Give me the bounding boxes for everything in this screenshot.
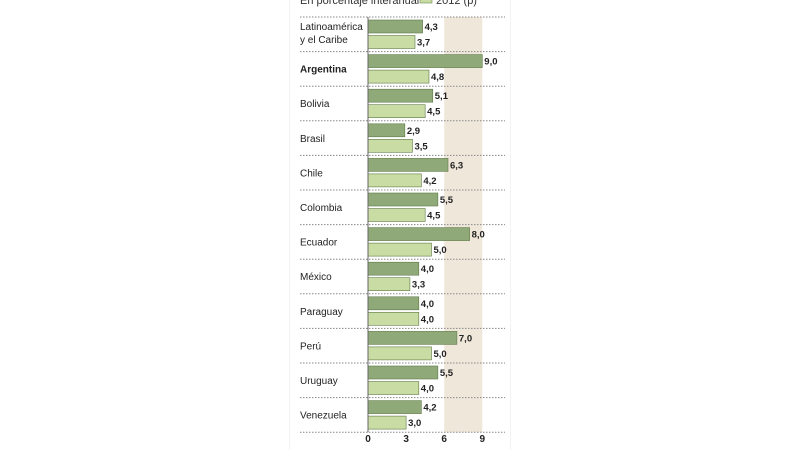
bar-dark [367,192,439,207]
category-label: Perú [300,341,321,352]
category-label: Uruguay [300,376,338,387]
x-tick-label: 9 [480,434,486,445]
bar-light [367,311,420,326]
value-label: 4,0 [421,384,434,395]
chart-panel: En porcentaje interanual 2012 (p) Latinoam… [290,0,510,450]
bar-dark [367,123,406,138]
value-label: 5,1 [435,91,449,102]
category-label: Venezuela [300,411,347,422]
legend-label: 2012 (p) [436,0,477,7]
value-label: 9,0 [484,57,497,68]
category-label: Ecuador [300,238,338,249]
value-label: 4,0 [421,299,434,310]
value-label: 5,5 [440,368,454,379]
x-tick-label: 6 [441,434,447,445]
value-label: 4,5 [427,211,441,222]
bar-dark [367,158,449,172]
value-label: 5,5 [440,195,454,206]
bar-light [367,35,416,49]
value-label: 2,9 [407,126,420,137]
bar-light [367,139,413,153]
legend-swatch [419,0,433,4]
category-label: Latinoamérica [300,22,363,33]
value-label: 4,8 [431,72,444,83]
chart-subtitle: En porcentaje interanual [300,0,419,7]
bar-dark [367,365,439,380]
bar-light [367,415,407,430]
bar-light [367,173,422,188]
bar-dark [367,19,423,34]
category-label: México [300,272,332,283]
value-label: 4,0 [421,264,434,275]
x-tick-label: 3 [403,434,409,445]
value-label: 3,5 [414,141,428,152]
bar-dark [367,88,434,103]
bar-light [367,346,432,361]
bar-light [367,104,426,118]
bar-dark [367,400,422,414]
category-label: Bolivia [300,99,330,110]
bar-chart: En porcentaje interanual 2012 (p) Latinoam… [300,0,505,445]
value-label: 4,2 [423,176,436,187]
value-label: 3,0 [408,418,421,429]
value-label: 3,7 [417,38,430,49]
bar-light [367,242,432,257]
bar-dark [367,227,470,241]
value-label: 8,0 [472,230,485,241]
bar-light [367,277,411,292]
bar-dark [367,54,483,68]
bar-dark [367,331,458,345]
category-label: Chile [300,168,323,179]
value-label: 6,3 [450,160,463,171]
bar-dark [367,261,420,276]
value-label: 3,3 [412,280,425,291]
value-label: 5,0 [434,349,447,360]
bar-light [367,208,426,222]
value-label: 4,5 [427,107,441,118]
category-label: Colombia [300,203,343,214]
category-label: Brasil [300,134,325,145]
value-label: 4,3 [425,22,438,33]
value-label: 5,0 [434,245,447,256]
category-label: Paraguay [300,307,343,318]
value-label: 7,0 [459,333,472,344]
value-label: 4,2 [423,403,436,414]
x-tick-label: 0 [365,434,371,445]
bar-dark [367,296,420,311]
category-label: Argentina [300,65,347,76]
category-label: y el Caribe [300,35,348,46]
bar-light [367,69,430,84]
value-label: 4,0 [421,314,434,325]
bar-light [367,381,420,395]
